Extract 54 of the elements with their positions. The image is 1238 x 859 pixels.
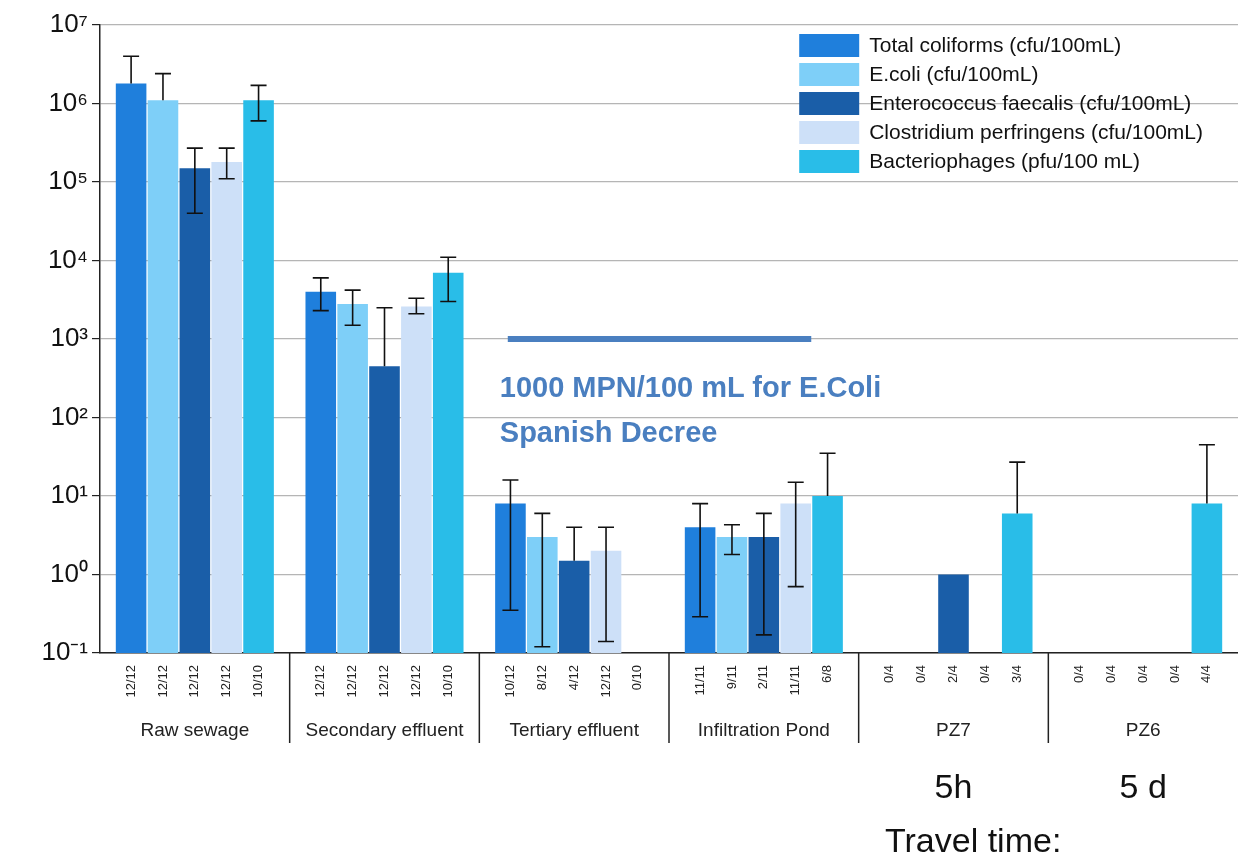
y-tick-label: 10⁵ (48, 165, 88, 196)
legend-label: E.coli (cfu/100mL) (869, 61, 1039, 85)
text: 4/12 (565, 665, 581, 691)
text: 10/12 (502, 665, 518, 698)
text: 12/12 (186, 665, 202, 698)
text: 0/4 (913, 665, 929, 684)
y-tick-label: 10⁻¹ (41, 636, 89, 667)
text: 4/4 (1198, 665, 1214, 684)
text: 12/12 (154, 665, 170, 698)
text: 10/10 (250, 665, 266, 698)
x-tick-label: PZ7 (936, 718, 971, 740)
legend-label: Clostridium perfringens (cfu/100mL) (869, 119, 1203, 143)
text: 12/12 (312, 665, 328, 698)
x-tick-label: PZ6 (1125, 718, 1161, 740)
legend-label: Bacteriophages (pfu/100 mL) (869, 148, 1141, 172)
text: 12/12 (344, 665, 360, 698)
text: 10/10 (439, 665, 455, 698)
text: 5h (934, 767, 973, 805)
text: 2/4 (945, 665, 961, 684)
text: 12/12 (376, 665, 392, 698)
y-tick-label: 10² (50, 400, 89, 431)
text: 2/11 (755, 665, 771, 690)
text: 0/4 (976, 665, 992, 684)
text: 9/11 (723, 665, 739, 690)
legend-label: Total coliforms (cfu/100mL) (869, 32, 1122, 56)
ref-line-label: 1000 MPN/100 mL for E.Coli Spanish Decree (499, 370, 882, 448)
y-tick-label: 10⁷ (49, 8, 88, 39)
y-tick-label: 10⁴ (47, 243, 88, 274)
text: 5 d (1119, 767, 1167, 805)
x-tick-label: Infiltration Pond (697, 718, 830, 740)
text: 12/12 (597, 665, 613, 698)
text: 6/8 (819, 665, 835, 684)
y-tick-label: 10⁰ (50, 557, 88, 588)
text: 12/12 (407, 665, 423, 698)
text: 0/4 (1102, 665, 1118, 684)
legend-label: Enterococcus faecalis (cfu/100mL) (869, 90, 1192, 114)
y-tick-label: 10³ (50, 322, 89, 353)
text: 8/12 (533, 665, 549, 691)
text: Travel time: (885, 821, 1062, 859)
text: 12/12 (122, 665, 138, 698)
text: 0/4 (1134, 665, 1150, 684)
x-tick-label: Raw sewage (140, 718, 250, 740)
text: 12/12 (218, 665, 234, 698)
text: 0/4 (881, 665, 897, 684)
y-tick-label: 10⁶ (48, 86, 88, 117)
text: 11/11 (691, 665, 707, 696)
y-tick-label: 10¹ (50, 479, 89, 510)
x-tick-label: Secondary effluent (305, 718, 465, 740)
text: 0/4 (1071, 665, 1087, 684)
text: 11/11 (787, 665, 803, 696)
text: 0/4 (1166, 665, 1182, 684)
text: 3/4 (1008, 665, 1024, 684)
text: 0/10 (629, 665, 645, 691)
x-tick-label: Tertiary effluent (509, 718, 640, 740)
